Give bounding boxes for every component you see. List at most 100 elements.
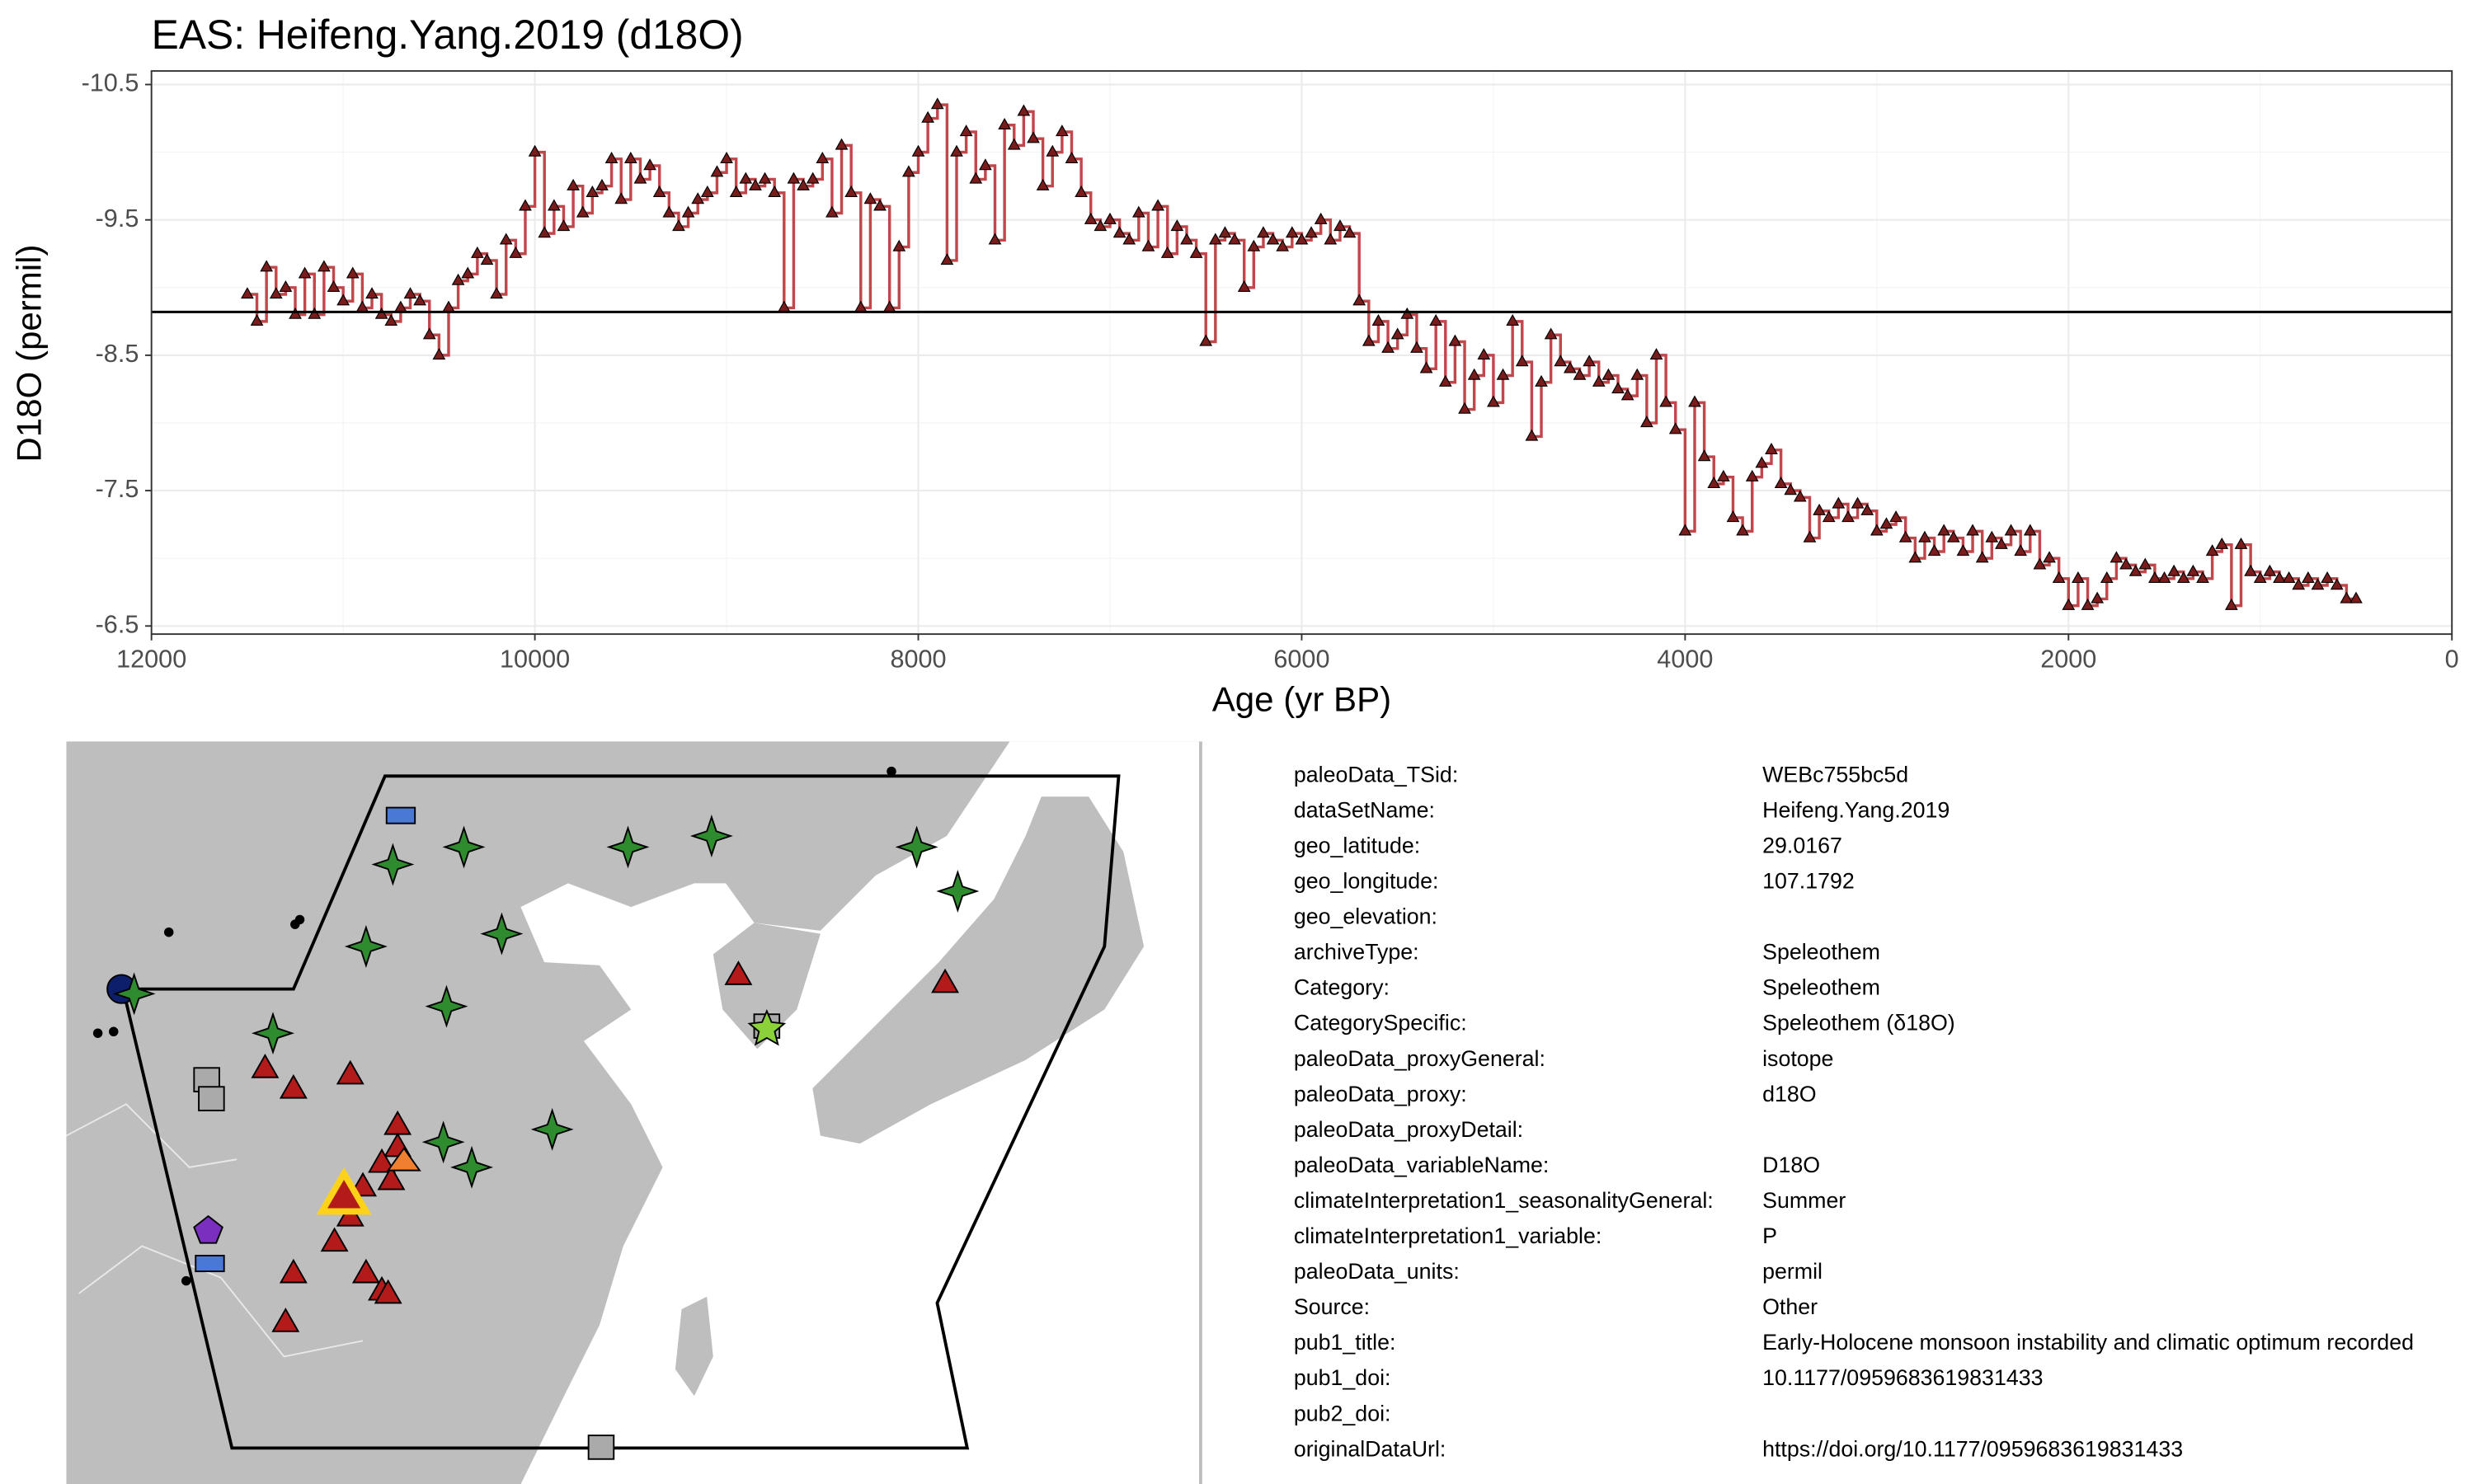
data-point [1946, 530, 1960, 542]
data-point [567, 178, 580, 190]
data-point [749, 178, 762, 190]
data-point [1276, 239, 1290, 251]
data-point [2109, 551, 2124, 563]
data-point [2167, 564, 2181, 576]
data-point [1755, 456, 1769, 468]
data-point [1525, 429, 1539, 441]
data-point [1410, 340, 1423, 353]
data-point [1784, 483, 1798, 495]
meta-key: pub1_doi: [1294, 1365, 1391, 1390]
meta-value: Heifeng.Yang.2019 [1762, 797, 1950, 822]
data-point [1573, 368, 1587, 380]
data-point [1075, 186, 1088, 198]
data-point [509, 246, 523, 258]
data-point [1620, 388, 1634, 401]
y-tick-label: -8.5 [96, 340, 139, 368]
data-point [1390, 327, 1404, 340]
data-point [1966, 524, 1979, 536]
data-point [1860, 503, 1874, 515]
data-point [2023, 524, 2037, 536]
data-point [1870, 524, 1884, 536]
data-point [2253, 571, 2267, 583]
data-point [1429, 314, 1443, 326]
data-point [1122, 232, 1136, 245]
data-point [787, 171, 801, 184]
data-point [490, 287, 503, 299]
data-point [863, 192, 877, 204]
data-point [1602, 368, 1616, 380]
data-point [1103, 212, 1117, 224]
data-point [988, 232, 1002, 245]
data-point [1659, 395, 1672, 407]
data-point [451, 273, 465, 285]
data-point [1065, 151, 1079, 163]
meta-value: Speleothem [1762, 975, 1880, 1000]
data-point [260, 260, 274, 272]
data-point [1170, 219, 1184, 232]
data-point [652, 186, 666, 198]
data-point [1813, 503, 1826, 515]
data-point [2176, 571, 2190, 583]
data-point [480, 253, 494, 265]
data-point [1007, 138, 1021, 150]
data-point [758, 171, 772, 184]
meta-key: paleoData_proxyDetail: [1294, 1117, 1523, 1142]
data-point [729, 186, 743, 198]
korea [713, 923, 821, 1050]
data-point [604, 151, 618, 163]
data-point [1726, 510, 1740, 523]
data-point [633, 171, 647, 184]
data-point [1343, 226, 1357, 238]
data-point [1257, 226, 1270, 238]
data-point [2282, 571, 2296, 583]
data-point [623, 151, 637, 163]
data-point [921, 110, 935, 123]
data-point [1803, 530, 1817, 542]
data-point [1458, 402, 1471, 414]
data-point [250, 314, 264, 326]
meta-value: d18O [1762, 1082, 1816, 1106]
data-point [1898, 530, 1912, 542]
data-point [2340, 591, 2354, 603]
data-point [1266, 232, 1280, 245]
meta-value: 29.0167 [1762, 834, 1842, 858]
data-point [2072, 571, 2085, 583]
data-point [1630, 368, 1644, 380]
data-point [1218, 226, 1232, 238]
data-point [1793, 490, 1807, 502]
data-point [1956, 544, 1970, 556]
data-point [1544, 327, 1558, 340]
data-point [614, 192, 628, 204]
meta-value: Other [1762, 1294, 1818, 1319]
data-point [1055, 124, 1069, 137]
data-point [1611, 382, 1625, 394]
meta-value: P [1762, 1223, 1777, 1248]
data-point [806, 171, 820, 184]
data-point [1333, 219, 1347, 232]
data-point [1736, 524, 1749, 536]
data-point [959, 124, 973, 137]
site-dot [92, 1028, 103, 1038]
data-point [911, 144, 925, 157]
site-dot [294, 914, 305, 925]
data-point [432, 348, 446, 360]
data-point [1160, 246, 1174, 258]
data-point [1649, 348, 1663, 360]
data-point [1180, 232, 1193, 245]
meta-key: climateInterpretation1_variable: [1294, 1223, 1602, 1248]
data-point [2263, 564, 2277, 576]
meta-key: geo_latitude: [1294, 834, 1420, 858]
data-point [2062, 598, 2076, 610]
data-point [499, 232, 513, 245]
data-point [308, 307, 322, 319]
data-point [317, 260, 331, 272]
data-point [940, 253, 954, 265]
data-point [1668, 422, 1682, 434]
data-point [1438, 374, 1452, 387]
data-point [374, 307, 388, 319]
meta-value: Speleothem (δ18O) [1762, 1011, 1955, 1036]
data-point [2234, 537, 2248, 549]
data-point [2119, 557, 2133, 570]
data-point [1496, 368, 1510, 380]
